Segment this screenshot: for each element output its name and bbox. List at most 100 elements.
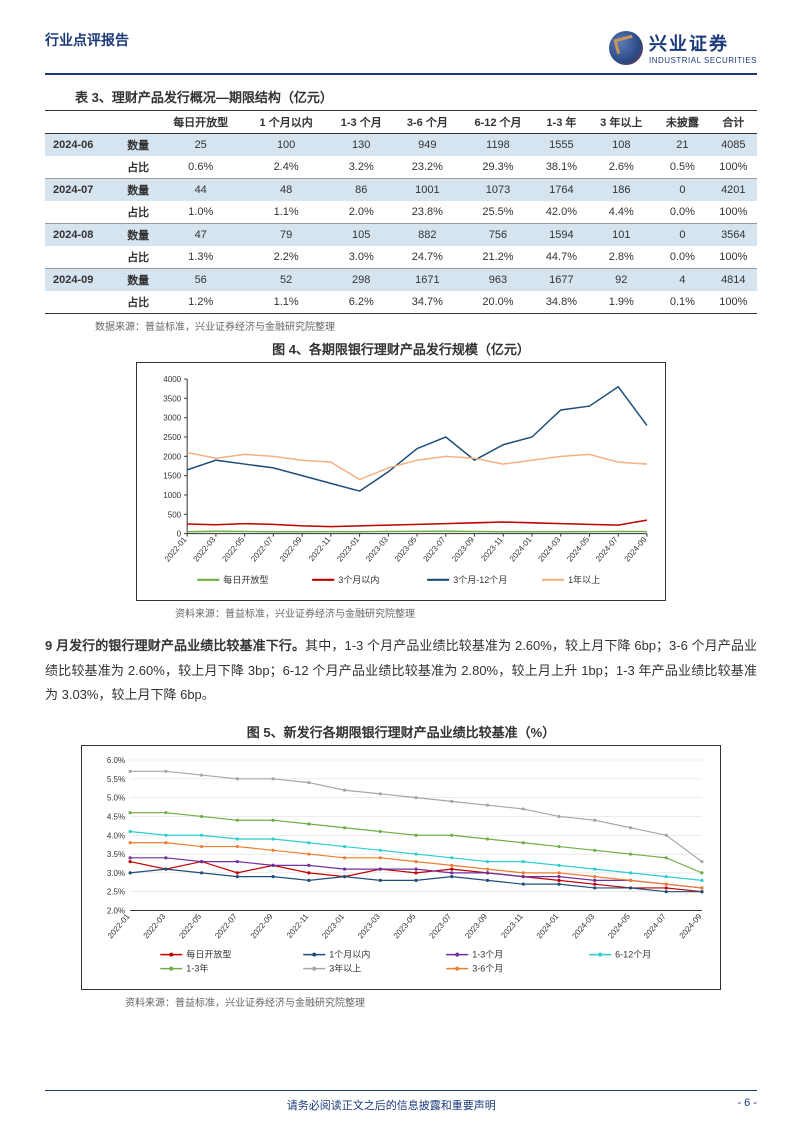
- svg-text:2023-09: 2023-09: [450, 535, 476, 564]
- logo-icon: [609, 31, 643, 65]
- svg-text:2022-11: 2022-11: [307, 535, 333, 563]
- svg-text:2023-03: 2023-03: [364, 535, 390, 564]
- svg-text:4.0%: 4.0%: [107, 831, 125, 840]
- svg-text:5.0%: 5.0%: [107, 794, 125, 803]
- svg-text:3年以上: 3年以上: [329, 963, 361, 974]
- svg-text:2024-03: 2024-03: [570, 912, 596, 941]
- table3-source: 数据来源：普益标准，兴业证券经济与金融研究院整理: [45, 318, 757, 333]
- chart5-source: 资料来源：普益标准，兴业证券经济与金融研究院整理: [45, 994, 757, 1009]
- svg-text:2023-07: 2023-07: [428, 912, 454, 941]
- svg-text:5.5%: 5.5%: [107, 775, 125, 784]
- svg-text:3500: 3500: [163, 394, 181, 403]
- table-row: 占比1.3%2.2%3.0%24.7%21.2%44.7%2.8%0.0%100…: [45, 246, 757, 269]
- svg-text:2022-01: 2022-01: [163, 535, 189, 564]
- svg-text:3个月-12个月: 3个月-12个月: [453, 575, 507, 585]
- svg-text:2024-09: 2024-09: [623, 535, 649, 564]
- table-row: 2024-07数量44488610011073176418604201: [45, 179, 757, 202]
- table-header-cell: 3 年以上: [587, 111, 655, 134]
- table-row: 占比1.2%1.1%6.2%34.7%20.0%34.8%1.9%0.1%100…: [45, 291, 757, 314]
- svg-text:2023-05: 2023-05: [392, 912, 418, 941]
- logo-text-en: INDUSTRIAL SECURITIES: [649, 56, 757, 65]
- svg-text:1年以上: 1年以上: [568, 574, 600, 585]
- svg-text:2022-05: 2022-05: [177, 912, 203, 941]
- table-header-cell: 未披露: [655, 111, 709, 134]
- table-header-cell: [45, 111, 119, 134]
- svg-text:2024-05: 2024-05: [606, 912, 632, 941]
- page-footer: 请务必阅读正文之后的信息披露和重要声明 - 6 -: [45, 1090, 757, 1113]
- chart4-container: 050010001500200025003000350040002022-012…: [136, 362, 666, 601]
- svg-text:1500: 1500: [163, 472, 181, 481]
- table-header-cell: 3-6 个月: [394, 111, 460, 134]
- svg-text:3.5%: 3.5%: [107, 850, 125, 859]
- report-type: 行业点评报告: [45, 30, 129, 50]
- svg-text:3-6个月: 3-6个月: [472, 964, 503, 974]
- svg-text:2023-01: 2023-01: [320, 912, 346, 941]
- table-row: 占比0.6%2.4%3.2%23.2%29.3%38.1%2.6%0.5%100…: [45, 156, 757, 179]
- chart5-title: 图 5、新发行各期限银行理财产品业绩比较基准（%）: [45, 722, 757, 741]
- table3-title: 表 3、理财产品发行概况—期限结构（亿元）: [45, 87, 757, 106]
- svg-text:6-12个月: 6-12个月: [615, 950, 651, 960]
- page-number: - 6 -: [737, 1097, 757, 1113]
- chart5-svg: 2.0%2.5%3.0%3.5%4.0%4.5%5.0%5.5%6.0%2022…: [90, 754, 712, 985]
- svg-text:2024-09: 2024-09: [678, 912, 704, 941]
- svg-text:2024-03: 2024-03: [536, 535, 562, 564]
- svg-text:1-3年: 1-3年: [186, 963, 208, 974]
- svg-text:2022-01: 2022-01: [106, 912, 132, 941]
- svg-text:2022-07: 2022-07: [213, 912, 239, 941]
- chart5-container: 2.0%2.5%3.0%3.5%4.0%4.5%5.0%5.5%6.0%2022…: [81, 745, 721, 990]
- logo-text-cn: 兴业证券: [649, 30, 729, 56]
- svg-text:2023-03: 2023-03: [356, 912, 382, 941]
- table-header-cell: 1-3 个月: [328, 111, 394, 134]
- svg-text:2023-05: 2023-05: [393, 535, 419, 564]
- table-header-cell: [119, 111, 157, 134]
- svg-text:2023-11: 2023-11: [499, 912, 525, 940]
- svg-text:2024-05: 2024-05: [565, 535, 591, 564]
- svg-text:2023-07: 2023-07: [422, 535, 448, 564]
- chart4-source: 资料来源：普益标准，兴业证券经济与金融研究院整理: [45, 605, 757, 620]
- svg-text:2023-11: 2023-11: [479, 535, 505, 563]
- table-header-cell: 6-12 个月: [460, 111, 535, 134]
- svg-text:4.5%: 4.5%: [107, 812, 125, 821]
- svg-text:3.0%: 3.0%: [107, 869, 125, 878]
- chart4-title: 图 4、各期限银行理财产品发行规模（亿元）: [45, 339, 757, 358]
- table-row: 2024-09数量5652298167196316779244814: [45, 269, 757, 292]
- svg-text:2024-01: 2024-01: [508, 535, 534, 564]
- company-logo: 兴业证券 INDUSTRIAL SECURITIES: [609, 30, 757, 65]
- svg-text:2022-11: 2022-11: [285, 912, 311, 940]
- svg-text:2023-09: 2023-09: [463, 912, 489, 941]
- footer-disclaimer: 请务必阅读正文之后的信息披露和重要声明: [45, 1097, 737, 1113]
- svg-text:2024-01: 2024-01: [535, 912, 561, 941]
- chart4-svg: 050010001500200025003000350040002022-012…: [145, 371, 657, 592]
- svg-text:2.5%: 2.5%: [107, 888, 125, 897]
- svg-text:2024-07: 2024-07: [594, 535, 620, 564]
- table-header-cell: 每日开放型: [157, 111, 244, 134]
- svg-text:4000: 4000: [163, 375, 181, 384]
- body-lead: 9 月发行的银行理财产品业绩比较基准下行。: [45, 638, 305, 653]
- svg-text:每日开放型: 每日开放型: [186, 949, 231, 960]
- svg-text:2022-03: 2022-03: [192, 535, 218, 564]
- svg-text:1个月以内: 1个月以内: [329, 949, 370, 960]
- svg-text:2022-09: 2022-09: [249, 912, 275, 941]
- svg-text:每日开放型: 每日开放型: [223, 574, 268, 585]
- table3: 每日开放型1 个月以内1-3 个月3-6 个月6-12 个月1-3 年3 年以上…: [45, 110, 757, 314]
- table-header-cell: 合计: [710, 111, 757, 134]
- svg-text:2022-09: 2022-09: [278, 535, 304, 564]
- svg-text:6.0%: 6.0%: [107, 756, 125, 765]
- svg-text:2022-05: 2022-05: [220, 535, 246, 564]
- table-row: 2024-06数量2510013094911981555108214085: [45, 134, 757, 157]
- svg-text:3000: 3000: [163, 414, 181, 423]
- svg-text:2500: 2500: [163, 433, 181, 442]
- svg-text:1-3个月: 1-3个月: [472, 950, 503, 960]
- svg-text:2022-03: 2022-03: [142, 912, 168, 941]
- table-header-cell: 1 个月以内: [244, 111, 328, 134]
- svg-text:2023-01: 2023-01: [335, 535, 361, 564]
- table-row: 占比1.0%1.1%2.0%23.8%25.5%42.0%4.4%0.0%100…: [45, 201, 757, 224]
- table-header-cell: 1-3 年: [536, 111, 588, 134]
- svg-text:2000: 2000: [163, 452, 181, 461]
- svg-text:2022-07: 2022-07: [249, 535, 275, 564]
- svg-text:2024-07: 2024-07: [642, 912, 668, 941]
- svg-text:3个月以内: 3个月以内: [338, 574, 379, 585]
- svg-text:500: 500: [168, 510, 182, 519]
- table-row: 2024-08数量4779105882756159410103564: [45, 224, 757, 247]
- page-header: 行业点评报告 兴业证券 INDUSTRIAL SECURITIES: [45, 30, 757, 75]
